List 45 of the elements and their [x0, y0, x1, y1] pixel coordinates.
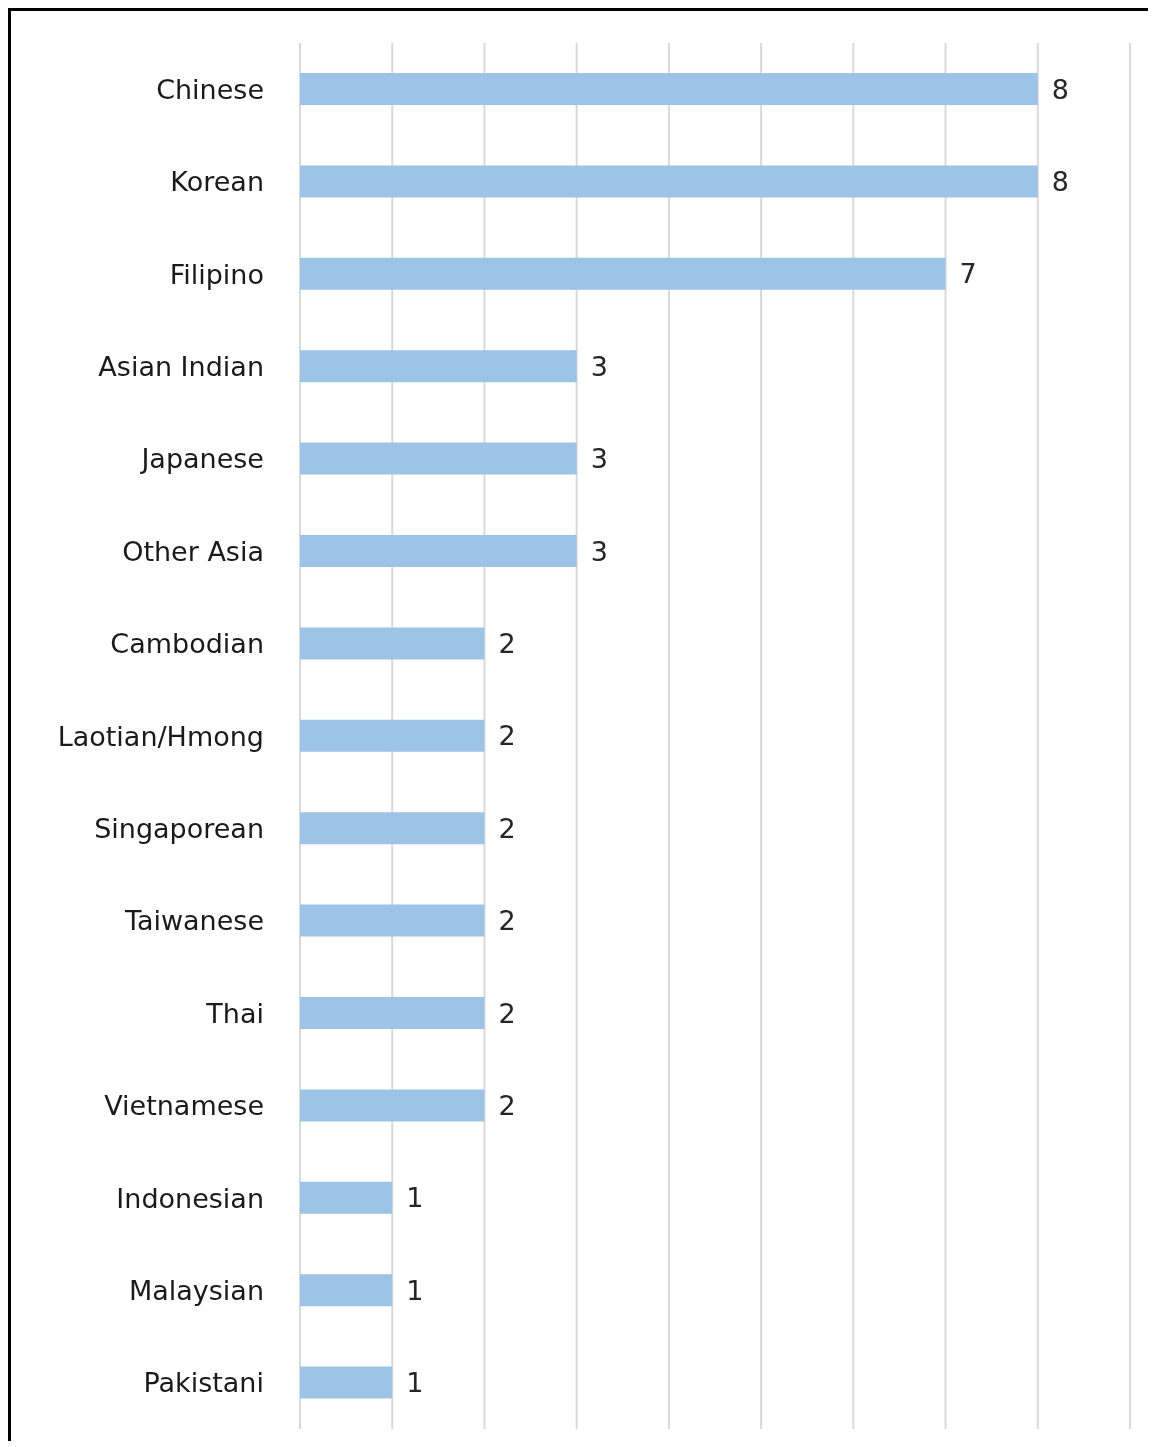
bar	[300, 442, 577, 475]
y-tick-label: Taiwanese	[123, 905, 264, 937]
y-tick-label: Thai	[205, 997, 264, 1029]
y-tick-label: Laotian/Hmong	[57, 720, 264, 752]
bar	[300, 1089, 485, 1122]
bar	[300, 73, 1038, 105]
bar	[300, 535, 577, 567]
data-label: 8	[1051, 165, 1069, 197]
bar	[300, 627, 485, 660]
data-label: 1	[406, 1182, 424, 1214]
data-label: 3	[590, 535, 608, 567]
data-label: 2	[498, 812, 516, 844]
y-tick-label: Other Asia	[122, 535, 264, 567]
bar	[300, 997, 485, 1029]
y-tick-label: Asian Indian	[98, 350, 264, 382]
y-tick-label: Filipino	[169, 258, 264, 290]
data-label: 2	[498, 997, 516, 1029]
bar	[300, 1274, 393, 1307]
y-tick-label: Chinese	[156, 73, 264, 105]
data-label: 3	[590, 350, 608, 382]
bar	[300, 904, 485, 937]
bar	[300, 165, 1038, 198]
data-label: 1	[406, 1274, 424, 1306]
y-tick-label: Indonesian	[116, 1182, 264, 1214]
bar	[300, 350, 577, 383]
bar	[300, 257, 946, 290]
data-label: 2	[498, 1089, 516, 1121]
data-label: 7	[959, 258, 977, 290]
bar	[300, 812, 485, 845]
y-tick-label: Malaysian	[128, 1274, 264, 1306]
data-label: 2	[498, 905, 516, 937]
bar	[300, 1181, 393, 1214]
y-tick-label: Pakistani	[143, 1367, 264, 1399]
bar	[300, 719, 485, 752]
y-tick-label: Japanese	[139, 443, 264, 475]
data-label: 3	[590, 443, 608, 475]
y-tick-label: Cambodian	[110, 628, 264, 660]
data-label: 1	[406, 1367, 424, 1399]
y-tick-label: Korean	[170, 166, 264, 198]
data-label: 8	[1051, 73, 1069, 105]
data-label: 2	[498, 627, 516, 659]
data-label: 2	[498, 720, 516, 752]
y-tick-label: Singaporean	[94, 812, 264, 844]
y-tick-label: Vietnamese	[104, 1090, 264, 1122]
bar	[300, 1366, 393, 1399]
